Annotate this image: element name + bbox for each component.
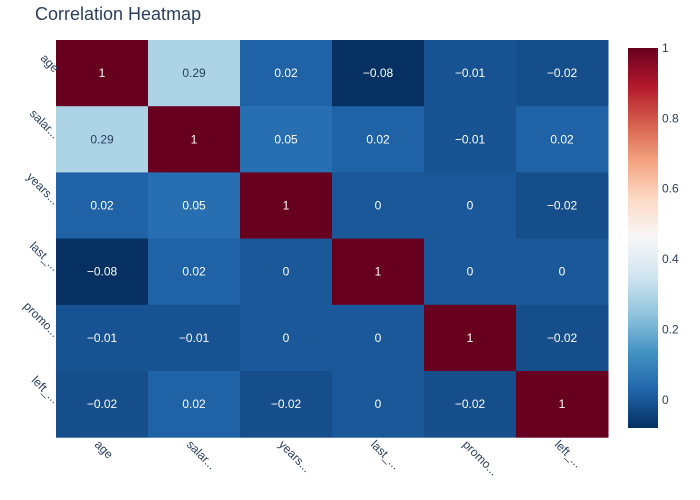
heatmap-cell-label: 0 <box>283 331 290 345</box>
colorbar-tick-label: 1 <box>662 41 669 55</box>
heatmap-cell-label: −0.01 <box>87 331 118 345</box>
heatmap-cell-label: 1 <box>375 265 382 279</box>
heatmap-cell-label: −0.08 <box>363 66 394 80</box>
heatmap-cell-label: −0.02 <box>547 66 578 80</box>
heatmap-cell <box>332 106 425 173</box>
heatmap-cell-label: −0.08 <box>87 265 118 279</box>
heatmap-cell <box>240 238 333 306</box>
x-tick-label: salar... <box>184 437 219 472</box>
heatmap-cell <box>56 371 149 438</box>
heatmap-cell-label: 0.05 <box>274 132 298 146</box>
heatmap-cell-label: −0.02 <box>547 331 578 345</box>
heatmap-cell-label: −0.02 <box>87 397 118 411</box>
heatmap-cell-label: −0.02 <box>455 397 486 411</box>
heatmap-cell <box>240 304 333 372</box>
heatmap-cell-label: 1 <box>283 199 290 213</box>
heatmap-cell-label: −0.01 <box>179 331 210 345</box>
colorbar-gradient <box>628 48 658 428</box>
heatmap-cell-label: −0.02 <box>547 199 578 213</box>
heatmap-cell <box>148 238 241 306</box>
colorbar-tick-label: 0.2 <box>662 322 679 336</box>
x-tick-label: left_... <box>552 437 585 470</box>
heatmap-cell-label: 0 <box>283 265 290 279</box>
colorbar-tick-label: 0.6 <box>662 182 679 196</box>
colorbar-tick-label: 0.4 <box>662 252 679 266</box>
heatmap-cell-label: 0.02 <box>366 132 390 146</box>
heatmap-cell <box>148 172 241 240</box>
heatmap-cell <box>240 106 333 173</box>
heatmap-cell <box>240 172 333 240</box>
heatmap-cell <box>332 238 425 306</box>
heatmap-cell <box>424 304 517 372</box>
heatmap-cell <box>332 40 425 107</box>
colorbar-tick-label: 0 <box>662 393 669 407</box>
heatmap-cell-label: 0 <box>467 199 474 213</box>
heatmap-cell <box>332 371 425 438</box>
x-tick-label: age <box>92 437 116 461</box>
heatmap-cell <box>516 172 609 240</box>
heatmap-cell <box>56 40 149 107</box>
heatmap-cell-label: 0.02 <box>182 265 206 279</box>
heatmap-cell <box>148 106 241 173</box>
heatmap-cell <box>56 238 149 306</box>
x-tick-label: promo... <box>460 437 501 478</box>
heatmap-cell <box>424 238 517 306</box>
heatmap-cell <box>56 304 149 372</box>
heatmap-cell <box>424 106 517 173</box>
heatmap-cell <box>332 304 425 372</box>
heatmap-cell-label: 0 <box>467 265 474 279</box>
y-tick-label: promo... <box>21 299 62 340</box>
x-tick-label: years... <box>276 437 314 475</box>
heatmap-cell <box>516 40 609 107</box>
colorbar: 0 0.2 0.4 0.6 0.8 1 <box>628 41 679 428</box>
heatmap-cell-label: 1 <box>191 132 198 146</box>
heatmap-cell <box>516 238 609 306</box>
heatmap-cell-label: 1 <box>559 397 566 411</box>
heatmap-cell-label: 0.02 <box>274 66 298 80</box>
heatmap-cell-label: −0.01 <box>455 132 486 146</box>
heatmap-cell-label: −0.02 <box>271 397 302 411</box>
heatmap-cell <box>56 106 149 173</box>
heatmap-cell <box>516 106 609 173</box>
heatmap-cell <box>332 172 425 240</box>
heatmap-cell-label: 1 <box>99 66 106 80</box>
heatmap-cell <box>516 371 609 438</box>
heatmap-cell <box>148 304 241 372</box>
heatmap-cell <box>56 172 149 240</box>
heatmap-cell-label: 0.02 <box>90 199 114 213</box>
heatmap-cell <box>240 371 333 438</box>
x-axis: age salar... years... last_... promo... left_… <box>92 437 585 478</box>
heatmap-cell <box>516 304 609 372</box>
colorbar-tick-label: 0.8 <box>662 111 679 125</box>
heatmap-cell-label: 0.02 <box>550 132 574 146</box>
heatmap-cell-label: 0 <box>559 265 566 279</box>
heatmap-cell-label: 0 <box>375 397 382 411</box>
chart-title: Correlation Heatmap <box>35 4 202 24</box>
heatmap-cell <box>424 172 517 240</box>
heatmap-cell <box>148 371 241 438</box>
heatmap-cell-label: 1 <box>467 331 474 345</box>
heatmap-cell-label: 0.29 <box>90 132 114 146</box>
x-tick-label: last_... <box>368 437 403 472</box>
heatmap-cell-label: 0.29 <box>182 66 206 80</box>
heatmap-cell-label: 0.05 <box>182 199 206 213</box>
heatmap-cell <box>148 40 241 107</box>
heatmap-cells: 1 0.29 0.02 −0.08 −0.01 −0.02 0.29 1 0.05 0.02 −0.… <box>56 40 609 438</box>
heatmap-cell <box>424 371 517 438</box>
heatmap-cell-label: 0 <box>375 199 382 213</box>
heatmap-cell <box>240 40 333 107</box>
heatmap-cell-label: 0 <box>375 331 382 345</box>
heatmap-cell-label: 0.02 <box>182 397 206 411</box>
heatmap-cell-label: −0.01 <box>455 66 486 80</box>
y-axis: agesalar...years...last_...promo...left_… <box>21 51 62 406</box>
heatmap-cell <box>424 40 517 107</box>
